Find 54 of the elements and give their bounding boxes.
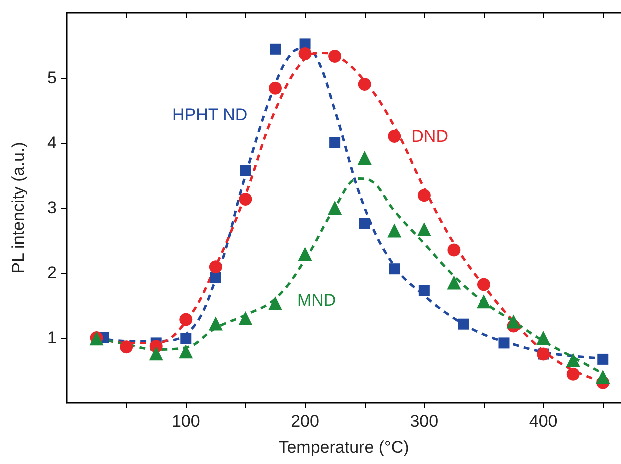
point (269, 82, 282, 95)
point (417, 222, 432, 236)
point (298, 247, 312, 262)
point (270, 44, 281, 55)
point (298, 47, 312, 60)
point (566, 353, 580, 368)
x-tick-label: 400 (529, 412, 558, 431)
point (120, 340, 134, 354)
point (359, 218, 370, 230)
point (179, 344, 194, 359)
series-label: DND (412, 127, 448, 146)
point (418, 285, 430, 296)
text: HPHT ND (172, 105, 248, 124)
y-tick-label: 4 (48, 134, 57, 152)
point (209, 260, 222, 274)
point (388, 224, 402, 238)
point (238, 312, 253, 326)
point (239, 193, 252, 206)
point (358, 78, 372, 91)
x-tick-label: 200 (291, 412, 320, 431)
point (389, 264, 400, 275)
point (448, 244, 461, 257)
point (180, 333, 192, 344)
x-tick-label: 100 (172, 412, 200, 431)
point (458, 318, 470, 330)
point (149, 346, 164, 361)
point (210, 272, 222, 284)
point (330, 138, 341, 148)
point (566, 368, 580, 381)
point (240, 165, 252, 176)
point (447, 276, 462, 290)
point (328, 201, 342, 215)
point (418, 189, 431, 202)
point (180, 313, 193, 326)
x-tick-label: 300 (410, 412, 439, 431)
point (478, 278, 490, 292)
y-tick-label: 2 (48, 264, 57, 282)
point (506, 314, 521, 329)
y-tick-label: 5 (48, 68, 57, 88)
point (476, 294, 491, 309)
point (208, 316, 223, 331)
point (598, 354, 609, 365)
point (498, 338, 510, 349)
point (388, 130, 402, 143)
x-axis-title: Temperature (°C) (278, 438, 410, 457)
y-tick-label: 3 (48, 198, 57, 218)
point (268, 296, 282, 311)
point (596, 370, 610, 384)
point (358, 150, 372, 165)
series-label: MND (297, 291, 336, 310)
y-axis-title: PL intencity (a.u.) (9, 142, 28, 274)
point (328, 50, 342, 64)
point (536, 331, 551, 345)
y-tick-label: 1 (48, 328, 57, 348)
